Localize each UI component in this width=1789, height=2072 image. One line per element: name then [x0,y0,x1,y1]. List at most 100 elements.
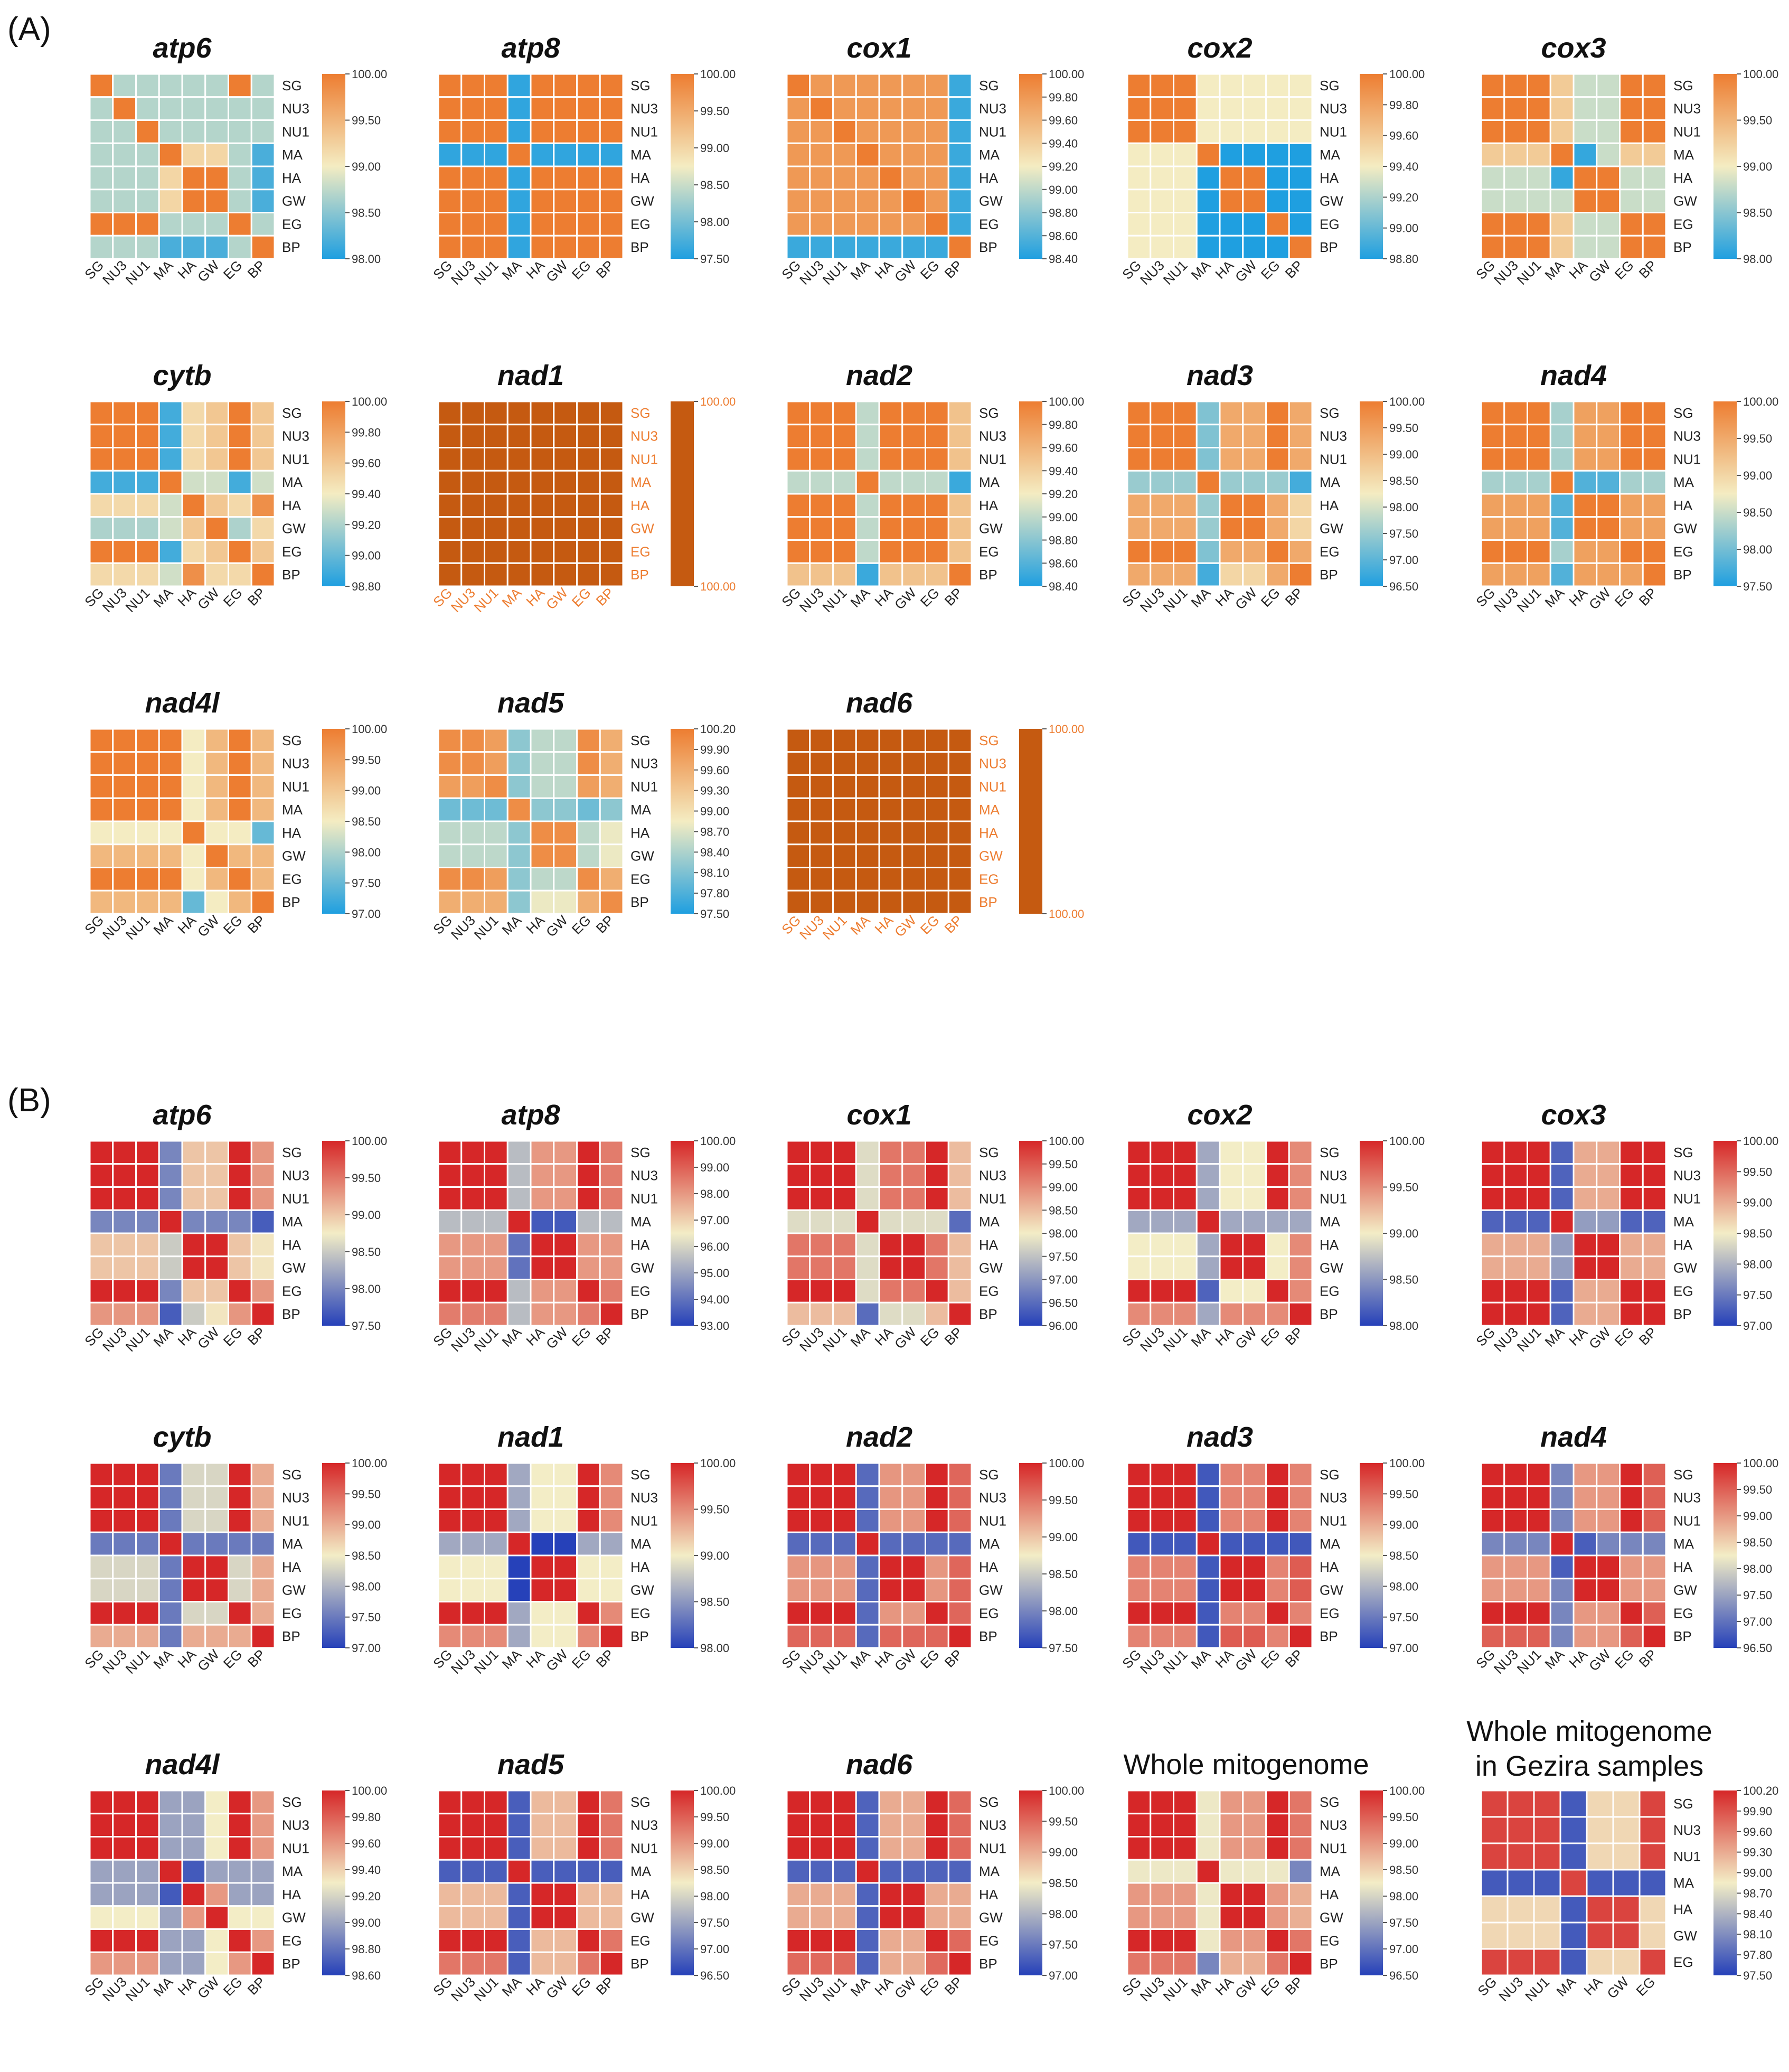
heatmap-cell [250,1905,276,1930]
heatmap-cell [1642,1485,1667,1510]
heatmap-cell [1573,516,1598,541]
column-label: NU1 [123,1646,153,1677]
heatmap-cell [437,516,463,541]
column-label: NU1 [471,257,502,288]
heatmap-cell [1150,1301,1174,1327]
heatmap-cell [250,774,276,799]
heatmap-cell [1288,1508,1313,1533]
column-label: GW [891,1324,919,1352]
heatmap-cell [1242,165,1267,191]
row-label: HA [1673,1901,1693,1917]
heatmap-title: cytb [153,1421,212,1453]
heatmap-cell [599,1813,624,1837]
heatmap-cell [484,1163,509,1188]
heatmap-cell [204,1508,229,1533]
heatmap-cell [204,1928,229,1953]
heatmap-cell [1173,1508,1198,1533]
row-label: HA [1320,1559,1339,1575]
heatmap-cell [1533,1948,1561,1976]
heatmap-cell [1503,400,1528,426]
colorbar-tick-label: 96.50 [700,1969,729,1982]
heatmap-svg: SGNU3NU1MAHAGWEGBPSGNU3NU1MAHAGWEGBP100.… [778,723,1084,943]
column-label: BP [1282,1974,1306,1998]
heatmap-cell [228,797,252,822]
heatmap-cell [901,1485,926,1510]
heatmap-cell [135,1462,160,1487]
heatmap-cell [576,843,601,868]
row-label: MA [630,147,652,163]
heatmap-cell [135,212,160,237]
colorbar-tick-label: 98.40 [700,846,729,859]
heatmap-cell [506,1255,532,1280]
row-label: SG [979,405,999,421]
row-label: HA [282,1887,302,1902]
heatmap-cell [855,1905,880,1930]
heatmap-cell [878,1279,903,1304]
heatmap-cell [1242,189,1267,213]
heatmap-cell [506,1624,532,1649]
heatmap-cell [1549,212,1575,237]
heatmap-cell [1480,1255,1505,1280]
column-label: MA [1542,257,1568,283]
heatmap-cell [599,774,624,799]
heatmap-cell [1480,1232,1505,1258]
row-label: HA [282,1559,302,1575]
heatmap-cell [1559,1869,1588,1897]
heatmap-cell [181,889,206,915]
colorbar-tick-label: 99.80 [1389,98,1418,111]
heatmap-cell [89,820,114,846]
column-label: BP [593,585,617,609]
heatmap-cell [786,1232,811,1258]
column-label: GW [1232,257,1260,285]
colorbar-tick-label: 99.00 [1743,1196,1772,1210]
heatmap-b-nad4: nad4 SG NU3 NU1 MA HA GW EG BP SG NU3 NU1 MA HA GW EG BP… [1473,1421,1789,1695]
heatmap-b-nad3: nad3 SG NU3 NU1 MA HA GW EG BP SG NU3 NU1 MA HA GW EG BP… [1119,1421,1439,1695]
colorbar-tick-label: 99.50 [1743,114,1772,127]
row-label: EG [282,1933,302,1948]
heatmap-cell [1126,119,1152,144]
heatmap-cell [1596,1624,1621,1649]
colorbar-tick-label: 98.50 [352,815,381,828]
heatmap-title: Whole mitogenome [1123,1749,1369,1780]
heatmap-cell [135,1578,160,1602]
heatmap-cell [925,212,949,237]
column-label: NU1 [820,1646,850,1677]
colorbar [671,1141,694,1326]
heatmap-cell [855,820,880,846]
column-label: NU3 [1137,1324,1167,1355]
heatmap-cell [1173,424,1198,448]
heatmap-cell [181,189,206,213]
heatmap-cell [158,400,183,426]
colorbar-tick-label: 98.50 [1743,506,1772,519]
row-label: GW [282,521,306,537]
heatmap-cell [809,400,834,426]
heatmap-cell [1242,119,1267,144]
heatmap-cell [832,212,857,237]
heatmap-cell [553,1163,578,1188]
heatmap-cell [832,1279,857,1304]
heatmap-cell [947,562,973,587]
row-label: EG [630,543,651,559]
heatmap-cell [599,1951,624,1976]
heatmap-cell [181,1789,206,1815]
heatmap-svg: SGNU3NU1MAHAGWEGBPSGNU3NU1MAHAGWEGBP100.… [1473,395,1778,615]
colorbar [1360,1463,1383,1648]
row-label: EG [1673,543,1693,559]
heatmap-cell [1480,1816,1509,1844]
heatmap-cell [484,447,509,472]
heatmap-cell [484,1951,509,1976]
colorbar-tick-label: 99.40 [352,1863,381,1877]
column-label: NU1 [123,1974,153,2004]
heatmap-cell [1150,1905,1174,1930]
heatmap-cell [1150,562,1174,587]
heatmap-cell [878,516,903,541]
heatmap-cell [1195,1578,1221,1602]
heatmap-cell [576,119,601,144]
heatmap-cell [1265,447,1290,472]
column-label: GW [1232,585,1260,613]
heatmap-cell [1596,447,1621,472]
heatmap-cell [1503,1232,1528,1258]
heatmap-cell [576,1601,601,1626]
heatmap-cell [484,1789,509,1815]
row-label: NU3 [630,1490,658,1506]
